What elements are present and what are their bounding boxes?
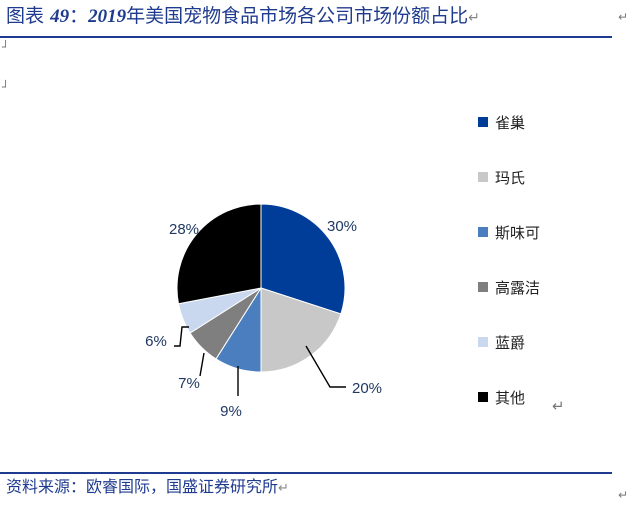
return-mark-icon: ↵ — [468, 10, 480, 26]
value-label-4: 7% — [178, 375, 200, 392]
leader-line-4 — [199, 352, 205, 377]
value-label-6: 28% — [169, 221, 199, 238]
source-text: 资料来源：欧睿国际，国盛证券研究所 — [6, 477, 279, 496]
pie-slices — [176, 203, 346, 373]
legend-swatch-1 — [478, 117, 488, 127]
legend-swatch-5 — [478, 337, 488, 347]
source-note: 资料来源：欧睿国际，国盛证券研究所↵ — [6, 476, 289, 498]
legend-label-5: 蓝爵 — [495, 334, 525, 352]
leader-lines — [174, 326, 346, 396]
value-label-3: 9% — [220, 403, 242, 420]
return-mark-icon: ↵ — [618, 10, 629, 24]
source-divider — [0, 472, 612, 474]
title-divider — [0, 36, 612, 38]
figure-title: 图表 49：2019年美国宠物食品市场各公司市场份额占比↵ — [6, 2, 480, 30]
figure-title-colon: ： — [69, 5, 89, 27]
value-label-2: 20% — [352, 380, 382, 397]
legend-label-3: 斯味可 — [495, 224, 540, 242]
value-label-1: 30% — [327, 218, 357, 235]
figure-title-year: 2019 — [88, 6, 127, 27]
legend-label-6: 其他 — [495, 389, 525, 407]
legend-label-4: 高露洁 — [495, 279, 540, 297]
pie-slice-2 — [260, 287, 342, 373]
pie-slice-6 — [176, 203, 262, 305]
legend-swatch-3 — [478, 227, 488, 237]
return-mark-icon: ↵ — [278, 481, 289, 496]
pie-slice-1 — [260, 203, 346, 315]
figure-title-number: 49 — [50, 6, 70, 27]
paragraph-mark-icon: ┘ — [2, 80, 10, 94]
legend-swatch-6 — [478, 392, 488, 402]
return-mark-icon: ↵ — [618, 488, 629, 502]
leader-line-5 — [174, 326, 189, 347]
value-labels: 30% 20% 9% 7% 6% 28% — [145, 218, 382, 420]
figure-title-prefix: 图表 — [6, 5, 45, 27]
legend-label-2: 玛氏 — [495, 169, 525, 187]
paragraph-mark-icon: ┘ — [2, 40, 10, 54]
legend-swatch-2 — [478, 172, 488, 182]
legend-label-1: 雀巢 — [495, 114, 525, 132]
leader-line-2 — [305, 345, 346, 388]
legend-swatch-4 — [478, 282, 488, 292]
return-mark-icon: ↵ — [552, 397, 565, 415]
figure-title-text: 年美国宠物食品市场各公司市场份额占比 — [126, 5, 469, 27]
value-label-5: 6% — [145, 333, 167, 350]
